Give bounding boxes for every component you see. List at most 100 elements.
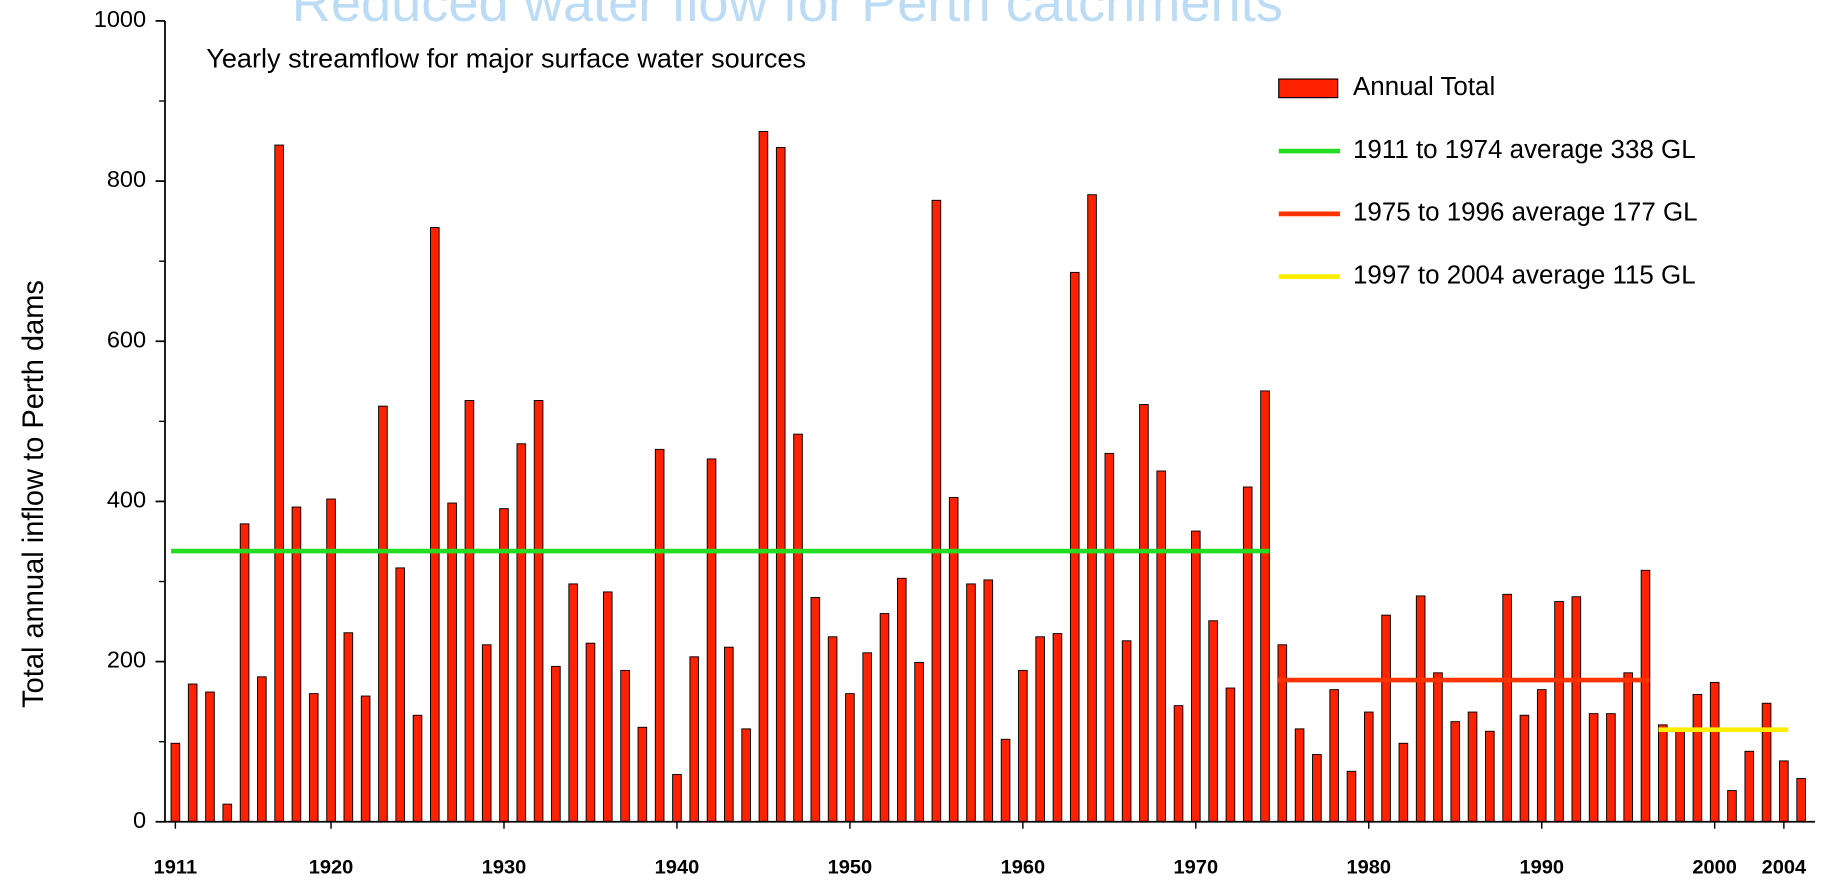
bar — [1208, 620, 1218, 823]
bar — [845, 693, 855, 823]
bar — [637, 726, 648, 823]
bar — [914, 661, 924, 823]
chart-subtitle: Yearly streamflow for major surface wate… — [206, 44, 806, 74]
bar — [499, 508, 509, 823]
bar — [568, 583, 578, 823]
bar — [1363, 711, 1374, 823]
legend-label: Annual Total — [1353, 73, 1495, 101]
y-axis-label: Total annual inflow to Perth dams — [18, 280, 50, 708]
bar — [879, 613, 890, 823]
bar — [1779, 760, 1789, 823]
x-tick-label: 1950 — [828, 857, 873, 879]
bar — [1329, 689, 1339, 823]
bar — [793, 433, 803, 823]
bar — [672, 774, 682, 823]
y-tick-label: 0 — [133, 807, 146, 833]
bar — [1415, 595, 1426, 823]
bar — [1104, 452, 1115, 823]
bar — [1502, 593, 1512, 823]
bar — [1294, 728, 1305, 823]
legend-label: 1997 to 2004 average 115 GL — [1353, 262, 1696, 290]
bar — [516, 443, 527, 823]
bar — [1761, 702, 1772, 823]
bar — [724, 646, 734, 823]
chart-title: Reduced water flow for Perth catchments — [292, 0, 1283, 33]
bar — [1450, 721, 1461, 823]
bar — [551, 665, 561, 823]
bar — [1606, 713, 1616, 823]
bar — [1156, 470, 1167, 823]
bar — [689, 656, 700, 823]
y-tick-label: 200 — [107, 647, 146, 673]
bar — [1467, 711, 1478, 823]
bar — [533, 400, 544, 823]
x-tick-label: 1990 — [1519, 857, 1564, 879]
bar — [308, 693, 319, 823]
bar — [343, 632, 354, 823]
bar — [931, 199, 942, 823]
y-tick-label: 600 — [107, 327, 146, 353]
bar — [430, 227, 440, 823]
bar — [1139, 404, 1149, 823]
bar — [326, 498, 336, 823]
bar — [1588, 713, 1599, 823]
bar — [481, 644, 492, 823]
bar — [1675, 729, 1685, 823]
bar — [1398, 742, 1409, 823]
bar — [1744, 750, 1755, 823]
bar — [274, 144, 284, 823]
legend-swatch — [1278, 78, 1339, 99]
bar — [1087, 194, 1097, 823]
bar — [862, 652, 872, 823]
x-tick-label: 1930 — [482, 857, 527, 879]
bar — [620, 669, 630, 823]
bar — [758, 130, 769, 823]
bar — [1000, 738, 1011, 823]
bar — [395, 567, 406, 823]
bar — [1277, 644, 1288, 823]
bar — [654, 448, 665, 823]
bar — [983, 579, 994, 823]
bar — [741, 728, 751, 823]
bar — [1173, 705, 1184, 823]
bar — [1433, 672, 1443, 823]
x-tick-label: 1940 — [655, 857, 700, 879]
bar — [775, 146, 786, 823]
y-tick-label: 1000 — [94, 6, 146, 32]
bar — [222, 803, 233, 823]
bar — [1571, 596, 1582, 823]
bar — [1381, 614, 1391, 823]
bar — [1658, 724, 1668, 823]
bar — [205, 691, 215, 823]
bar — [1260, 390, 1270, 823]
bar — [827, 636, 838, 823]
x-tick-label: 2004 — [1762, 857, 1807, 879]
bar — [291, 506, 302, 823]
bar — [1692, 693, 1703, 823]
y-tick-label: 400 — [107, 487, 146, 513]
bar — [412, 714, 423, 823]
bar — [1052, 633, 1063, 823]
bar — [239, 523, 250, 823]
bar — [1346, 770, 1357, 823]
bar — [602, 591, 613, 823]
bar — [966, 583, 976, 823]
bar — [360, 695, 371, 823]
bar — [1536, 689, 1547, 823]
bar — [1519, 714, 1530, 823]
bar — [1069, 271, 1080, 823]
x-tick-label: 1980 — [1347, 857, 1392, 879]
bar — [257, 676, 267, 823]
x-tick-label: 2000 — [1692, 857, 1737, 879]
x-tick-label: 1970 — [1174, 857, 1219, 879]
bar — [170, 742, 181, 823]
legend-label: 1975 to 1996 average 177 GL — [1353, 199, 1698, 227]
bar — [1796, 778, 1806, 823]
bar — [187, 683, 198, 823]
bar — [948, 496, 959, 823]
bar — [1225, 687, 1236, 823]
bar — [1554, 601, 1564, 823]
legend-label: 1911 to 1974 average 338 GL — [1353, 136, 1696, 164]
bar — [810, 597, 821, 823]
